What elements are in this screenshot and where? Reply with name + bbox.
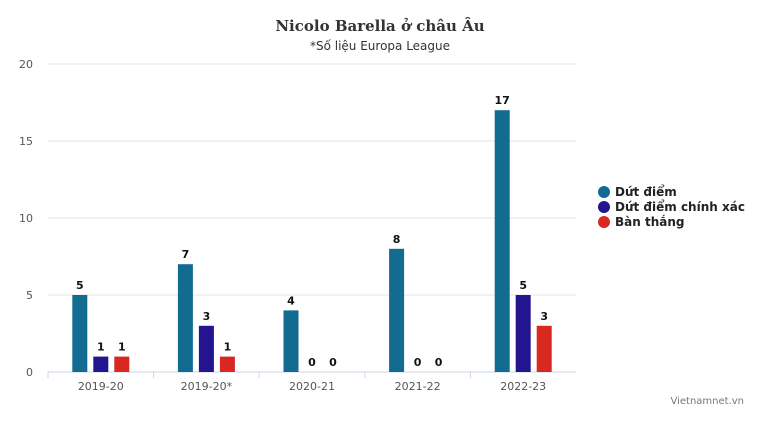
- bar: [283, 310, 299, 372]
- legend-item: Bàn thắng: [615, 215, 684, 229]
- data-label: 1: [224, 341, 232, 354]
- legend-item: Dứt điểm: [615, 184, 677, 199]
- credit: Vietnamnet.vn: [670, 396, 744, 407]
- data-label: 4: [287, 294, 295, 307]
- data-label: 8: [393, 233, 401, 246]
- y-tick-label: 5: [26, 289, 33, 302]
- y-tick-label: 10: [19, 212, 33, 225]
- legend-marker-icon: [598, 216, 610, 228]
- legend-marker-icon: [598, 201, 610, 213]
- bar: [515, 295, 531, 372]
- data-label: 1: [97, 341, 105, 354]
- x-tick-label: 2021-22: [395, 380, 441, 393]
- data-label: 3: [203, 310, 211, 323]
- x-tick-label: 2019-20: [78, 380, 124, 393]
- bar: [93, 356, 109, 372]
- bar: [177, 264, 193, 372]
- chart-title: Nicolo Barella ở châu Âu: [275, 17, 484, 35]
- bar: [536, 325, 552, 372]
- chart-subtitle: *Số liệu Europa League: [310, 39, 450, 53]
- bar: [219, 356, 235, 372]
- y-tick-label: 15: [19, 135, 33, 148]
- bar: [114, 356, 130, 372]
- bar: [198, 325, 214, 372]
- x-tick-label: 2022-23: [500, 380, 546, 393]
- data-label: 1: [118, 341, 126, 354]
- legend-marker-icon: [598, 186, 610, 198]
- data-label: 0: [308, 356, 316, 369]
- y-tick-label: 0: [26, 366, 33, 379]
- x-tick-label: 2019-20*: [181, 380, 233, 393]
- x-tick-label: 2020-21: [289, 380, 335, 393]
- data-label: 5: [76, 279, 84, 292]
- bar: [494, 110, 510, 372]
- data-label: 0: [414, 356, 422, 369]
- bar: [389, 248, 405, 372]
- data-label: 7: [182, 248, 190, 261]
- data-label: 5: [519, 279, 527, 292]
- bar: [72, 295, 88, 372]
- data-label: 0: [435, 356, 443, 369]
- data-label: 3: [540, 310, 548, 323]
- data-label: 17: [495, 94, 510, 107]
- data-label: 0: [329, 356, 337, 369]
- legend-item: Dứt điểm chính xác: [615, 199, 745, 214]
- y-tick-label: 20: [19, 58, 33, 71]
